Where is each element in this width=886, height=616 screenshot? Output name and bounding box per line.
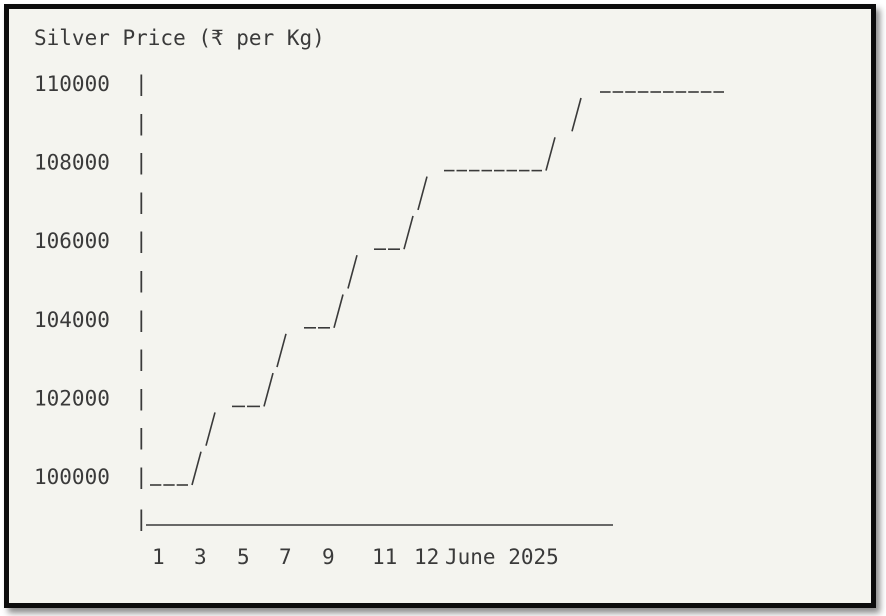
y-axis-glyph: | bbox=[135, 190, 148, 215]
y-tick-label: 108000 bbox=[34, 151, 110, 175]
y-axis-glyph: | bbox=[135, 347, 148, 372]
series-rise-mark bbox=[205, 412, 216, 446]
y-axis-glyph: | bbox=[135, 269, 148, 294]
series-rise-mark bbox=[263, 372, 274, 407]
y-axis-glyph: | bbox=[135, 308, 148, 333]
series-rise-mark bbox=[276, 333, 287, 368]
x-axis-label: June 2025 bbox=[445, 545, 559, 569]
series-rise-mark bbox=[571, 97, 582, 132]
y-tick-label: 102000 bbox=[34, 386, 110, 410]
y-axis-glyph: | bbox=[135, 111, 148, 136]
x-tick-label: 7 bbox=[279, 545, 292, 569]
y-tick-label: 100000 bbox=[34, 465, 110, 489]
y-tick-label: 106000 bbox=[34, 229, 110, 253]
x-tick-label: 5 bbox=[237, 545, 250, 569]
y-axis-glyph: | bbox=[135, 151, 148, 176]
series-rise-mark bbox=[403, 215, 414, 250]
y-axis-glyph: | bbox=[135, 386, 148, 411]
x-axis: |1 3 5 7 9 11 12 June 2025 bbox=[135, 507, 613, 569]
x-tick-label: 9 bbox=[322, 545, 335, 569]
series-rise-mark bbox=[191, 451, 202, 486]
x-tick-label: 12 bbox=[414, 545, 439, 569]
chart-frame: Silver Price (₹ per Kg) 110000 108000 1060… bbox=[4, 4, 876, 608]
series-rise-mark bbox=[333, 294, 344, 329]
y-axis-glyph: | bbox=[135, 465, 148, 490]
y-axis-glyph: | bbox=[135, 72, 148, 97]
y-tick-label: 104000 bbox=[34, 308, 110, 332]
x-tick-label: 11 bbox=[372, 545, 397, 569]
ascii-line-chart: Silver Price (₹ per Kg) 110000 108000 1060… bbox=[34, 26, 724, 569]
series-rise-mark bbox=[417, 176, 428, 211]
x-axis-corner: | bbox=[135, 507, 148, 532]
y-tick-label: 110000 bbox=[34, 72, 110, 96]
x-tick-label: 3 bbox=[194, 545, 207, 569]
series-rise-mark bbox=[545, 137, 556, 171]
y-axis-glyph: | bbox=[135, 426, 148, 451]
x-tick-label: 1 bbox=[152, 545, 165, 569]
y-axis-glyph: | bbox=[135, 229, 148, 254]
series-rise-mark bbox=[347, 254, 358, 289]
series-line bbox=[150, 91, 724, 486]
y-axis: 110000 108000 106000 104000 102000 100000 | | | |… bbox=[34, 72, 148, 490]
chart-title: Silver Price (₹ per Kg) bbox=[34, 26, 325, 50]
